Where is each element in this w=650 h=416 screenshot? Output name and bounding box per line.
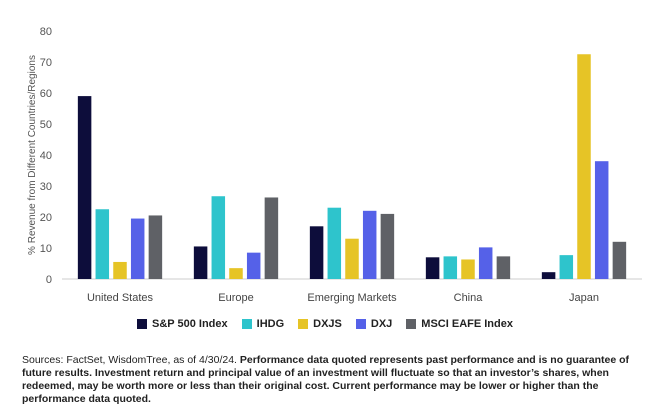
legend-label: DXJ	[370, 318, 393, 330]
bar-ihdg-europe	[211, 196, 226, 279]
y-tick-label: 70	[40, 57, 52, 69]
chart-legend: S&P 500 Index IHDG DXJS DXJ MSCI EAFE Index	[0, 316, 650, 332]
bar-dxjs-emerging-markets	[345, 238, 359, 279]
bar-msci-eafe-index-europe	[264, 197, 279, 279]
legend-item: DXJ	[355, 318, 393, 330]
legend-label: DXJS	[313, 318, 342, 330]
bar-s-p-500-index-japan	[541, 272, 556, 279]
bar-ihdg-china	[443, 256, 458, 279]
legend-swatch	[406, 319, 417, 329]
legend-label: MSCI EAFE Index	[421, 318, 513, 330]
legend-swatch	[298, 319, 309, 329]
x-category-label: Japan	[569, 292, 599, 304]
legend-item: S&P 500 Index	[137, 318, 228, 330]
legend-swatch	[241, 319, 252, 329]
bar-s-p-500-index-china	[425, 257, 440, 279]
x-category-label: Europe	[218, 292, 253, 304]
bar-ihdg-united-states	[95, 209, 110, 279]
bar-dxj-china	[478, 247, 493, 279]
y-tick-label: 20	[40, 212, 52, 224]
y-axis-title: % Revenue from Different Countries/Regio…	[27, 55, 38, 255]
bar-msci-eafe-index-japan	[612, 241, 627, 279]
bar-ihdg-japan	[559, 255, 574, 279]
bar-msci-eafe-index-united-states	[148, 215, 163, 279]
y-tick-label: 50	[40, 119, 52, 131]
bar-dxj-japan	[594, 161, 609, 279]
bar-dxj-europe	[246, 252, 261, 279]
footnote-sources: Sources: FactSet, WisdomTree, as of 4/30…	[22, 354, 240, 366]
x-category-label: United States	[87, 292, 154, 304]
bar-s-p-500-index-emerging-markets	[309, 226, 324, 279]
bar-s-p-500-index-europe	[193, 246, 208, 279]
legend-label: IHDG	[256, 318, 285, 330]
x-category-label: China	[454, 292, 484, 304]
bar-dxj-united-states	[130, 218, 145, 279]
x-category-label: Emerging Markets	[307, 292, 397, 304]
bar-dxj-emerging-markets	[362, 210, 377, 279]
legend-item: DXJS	[298, 318, 342, 330]
y-tick-label: 10	[40, 243, 52, 255]
bar-dxjs-united-states	[113, 261, 127, 279]
y-tick-label: 60	[40, 88, 52, 100]
bar-dxjs-china	[461, 259, 475, 279]
chart-area: 0 10 20 30 40 50 60 70 80 % Revenue from Differen…	[27, 26, 642, 304]
y-tick-label: 40	[40, 150, 52, 162]
bar-msci-eafe-index-emerging-markets	[380, 213, 395, 279]
footnote-disclaimer: Performance data quoted represents past …	[22, 354, 630, 405]
y-tick-label: 0	[46, 274, 52, 286]
legend-label: S&P 500 Index	[152, 318, 228, 330]
legend-swatch	[137, 319, 148, 329]
bar-msci-eafe-index-china	[496, 256, 511, 279]
bar-chart: 0 10 20 30 40 50 60 70 80 % Revenue from Differen…	[27, 26, 642, 304]
footnote: Sources: FactSet, WisdomTree, as of 4/30…	[22, 354, 632, 406]
bar-dxjs-japan	[577, 54, 591, 279]
bar-dxjs-europe	[229, 268, 243, 279]
bar-ihdg-emerging-markets	[327, 207, 342, 279]
legend-swatch	[355, 319, 366, 329]
bar-s-p-500-index-united-states	[77, 96, 92, 279]
y-tick-label: 80	[40, 26, 52, 38]
y-tick-label: 30	[40, 181, 52, 193]
legend-item: MSCI EAFE Index	[406, 318, 513, 330]
legend-item: IHDG	[241, 318, 285, 330]
